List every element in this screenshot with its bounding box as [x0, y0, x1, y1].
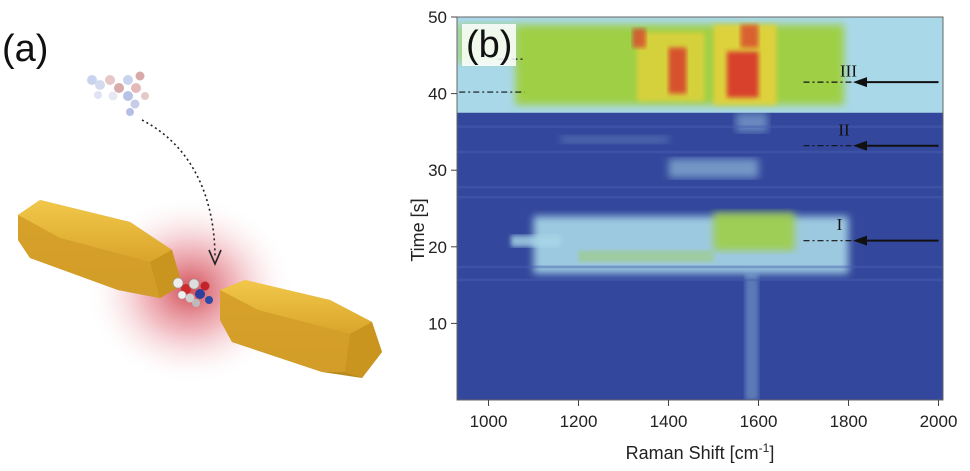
y-tick-label: 40 — [428, 85, 447, 104]
heat-band-lower-light — [533, 216, 849, 274]
heat-red-1 — [727, 51, 759, 98]
axes: 1000 1200 1400 1600 1800 2000 10 20 30 40 50 — [428, 8, 957, 431]
heat-red-2 — [668, 47, 687, 94]
region-label-2: II — [838, 121, 850, 140]
heatmap-intensity-layer — [457, 17, 943, 400]
region-label-1: III — [840, 62, 857, 81]
x-tick-label: 1600 — [740, 412, 778, 431]
arrow-2-head — [853, 140, 867, 151]
y-tick-label: 50 — [428, 8, 447, 27]
heat-red-4 — [740, 24, 759, 48]
heat-stripe-2 — [457, 185, 943, 189]
heat-mid-light-1 — [668, 158, 759, 178]
heat-red-3 — [632, 28, 646, 48]
panel-a-illustration — [0, 0, 420, 466]
arrow-3-head — [853, 235, 867, 246]
free-molecule — [87, 71, 149, 116]
panel-b-label: (b) — [462, 24, 517, 66]
heat-vertical-streak — [745, 273, 759, 400]
heat-stripe-4 — [457, 278, 943, 282]
region-label-3: I — [837, 215, 843, 234]
y-axis-title: Time [s] — [408, 198, 428, 261]
heat-band-lower-green-2 — [578, 250, 714, 263]
y-tick-label: 20 — [428, 238, 447, 257]
heat-band-lower-green — [713, 212, 795, 251]
molecule-in-gap — [172, 277, 213, 307]
panel-a-label: (a) — [2, 28, 49, 70]
plot-frame — [456, 16, 944, 401]
heat-mid-light-3 — [560, 135, 669, 144]
right-nanorod — [220, 280, 382, 378]
y-tick-label: 30 — [428, 161, 447, 180]
y-tick-label: 10 — [428, 314, 447, 333]
heat-stripe-5 — [457, 125, 943, 129]
heat-band-lower-left — [511, 235, 561, 247]
arrow-1-head — [853, 77, 867, 88]
nanorod-dimer-illustration — [18, 71, 382, 385]
trajectory-arrow — [141, 119, 216, 259]
heat-stripe-1 — [457, 195, 943, 199]
heat-stripe-6 — [457, 150, 943, 154]
x-tick-label: 1400 — [650, 412, 688, 431]
x-tick-label: 1000 — [470, 412, 508, 431]
x-tick-label: 1200 — [560, 412, 598, 431]
trajectory-arrowhead — [208, 249, 222, 267]
heat-mid-light-2 — [736, 112, 768, 132]
heat-stripe-3 — [457, 265, 943, 269]
x-tick-label: 2000 — [920, 412, 958, 431]
x-axis-title: Raman Shift [cm-1] — [626, 441, 775, 463]
x-tick-label: 1800 — [830, 412, 868, 431]
